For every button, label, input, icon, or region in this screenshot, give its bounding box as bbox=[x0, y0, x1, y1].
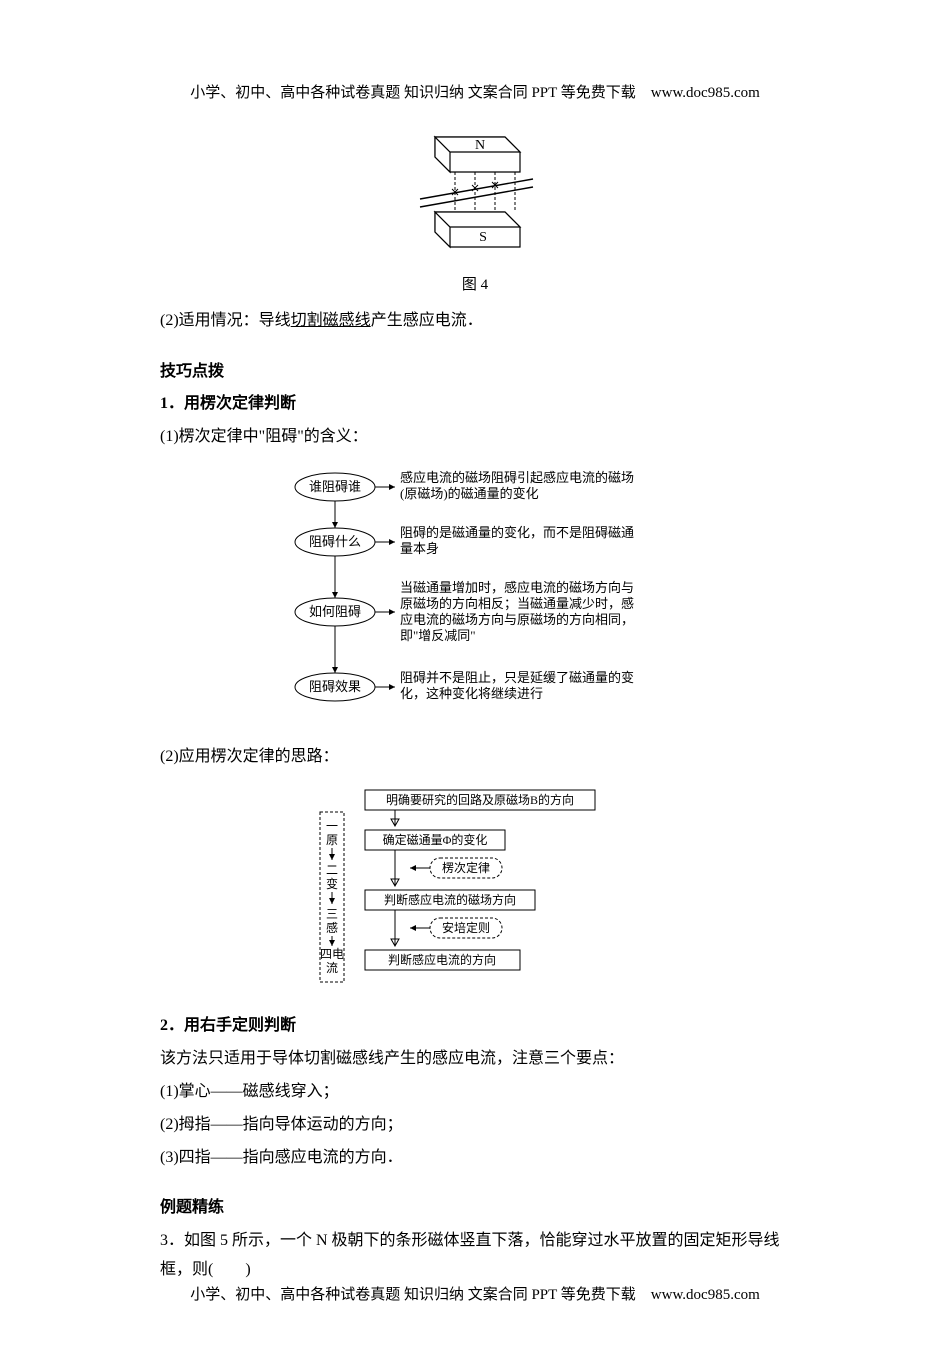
flow-box-2: 判断感应电流的磁场方向 bbox=[384, 892, 516, 907]
line2-suffix: 产生感应电流． bbox=[371, 312, 483, 329]
section-2-intro: 该方法只适用于导体切割磁感线产生的感应电流，注意三个要点： bbox=[160, 1045, 790, 1074]
flow-side-0a: 一 bbox=[326, 819, 338, 833]
flow-side-3a: 四电 bbox=[320, 947, 344, 961]
lenz-text-0b: (原磁场)的磁通量的变化 bbox=[400, 486, 539, 501]
flow-side-1a: 二 bbox=[326, 863, 338, 877]
section-jiqiao-heading: 技巧点拨 bbox=[160, 358, 790, 387]
flow-side-0b: 原 bbox=[326, 833, 338, 847]
line2-underline: 切割磁感线 bbox=[291, 312, 371, 329]
flow-box-1: 确定磁通量Φ的变化 bbox=[383, 832, 488, 847]
section-1-title: 1．用楞次定律判断 bbox=[160, 390, 790, 419]
lenz-node-2: 如何阻碍 bbox=[309, 604, 361, 619]
fig4-s-label: S bbox=[479, 230, 487, 245]
flow-tag-0: 楞次定律 bbox=[442, 860, 490, 875]
section-2-1: (1)掌心——磁感线穿入； bbox=[160, 1078, 790, 1107]
section-liti-heading: 例题精练 bbox=[160, 1194, 790, 1223]
flow-box-3: 判断感应电流的方向 bbox=[388, 952, 496, 967]
section-2-3: (3)四指——指向感应电流的方向． bbox=[160, 1144, 790, 1173]
page-header: 小学、初中、高中各种试卷真题 知识归纳 文案合同 PPT 等免费下载 www.d… bbox=[160, 80, 790, 107]
flow-side-2b: 感 bbox=[326, 920, 338, 935]
lenz-node-3: 阻碍效果 bbox=[309, 679, 361, 694]
figure-4-caption: 图 4 bbox=[160, 272, 790, 299]
line2-prefix: (2)适用情况：导线 bbox=[160, 312, 291, 329]
figure-4: N S bbox=[160, 127, 790, 268]
lenz-flow-diagram: 一 原 二 变 三 感 四电 流 明确要研究的回路及原磁场B的方向 确定磁通量Φ… bbox=[160, 782, 790, 1003]
flow-tag-1: 安培定则 bbox=[442, 920, 490, 935]
lenz-text-1a: 阻碍的是磁通量的变化，而不是阻碍磁通 bbox=[400, 525, 634, 540]
section-2-2: (2)拇指——指向导体运动的方向； bbox=[160, 1111, 790, 1140]
flow-side-1b: 变 bbox=[326, 876, 338, 891]
lenz-text-2a: 当磁通量增加时，感应电流的磁场方向与 bbox=[400, 580, 634, 595]
lenz-text-2c: 应电流的磁场方向与原磁场的方向相同， bbox=[400, 612, 634, 627]
lenz-meaning-diagram: 谁阻碍谁 感应电流的磁场阻碍引起感应电流的磁场 (原磁场)的磁通量的变化 阻碍什… bbox=[160, 462, 790, 733]
section-1-2: (2)应用楞次定律的思路： bbox=[160, 743, 790, 772]
lenz-text-1b: 量本身 bbox=[400, 541, 439, 556]
flow-side-3b: 流 bbox=[326, 961, 338, 975]
lenz-text-3b: 化，这种变化将继续进行 bbox=[400, 686, 543, 701]
lenz-node-1: 阻碍什么 bbox=[309, 534, 361, 549]
flow-box-0: 明确要研究的回路及原磁场B的方向 bbox=[386, 792, 574, 807]
section-2-title: 2．用右手定则判断 bbox=[160, 1012, 790, 1041]
line-applicable: (2)适用情况：导线切割磁感线产生感应电流． bbox=[160, 307, 790, 336]
flow-side-2a: 三 bbox=[326, 907, 338, 921]
section-1-1: (1)楞次定律中"阻碍"的含义： bbox=[160, 423, 790, 452]
question-3: 3．如图 5 所示，一个 N 极朝下的条形磁体竖直下落，恰能穿过水平放置的固定矩… bbox=[160, 1227, 790, 1285]
lenz-text-0a: 感应电流的磁场阻碍引起感应电流的磁场 bbox=[400, 470, 634, 485]
page-footer: 小学、初中、高中各种试卷真题 知识归纳 文案合同 PPT 等免费下载 www.d… bbox=[0, 1282, 950, 1309]
lenz-text-3a: 阻碍并不是阻止，只是延缓了磁通量的变 bbox=[400, 670, 634, 685]
fig4-n-label: N bbox=[475, 138, 485, 153]
lenz-text-2d: 即"增反减同" bbox=[400, 628, 476, 643]
lenz-text-2b: 原磁场的方向相反；当磁通量减少时，感 bbox=[400, 596, 634, 612]
lenz-node-0: 谁阻碍谁 bbox=[309, 479, 361, 494]
